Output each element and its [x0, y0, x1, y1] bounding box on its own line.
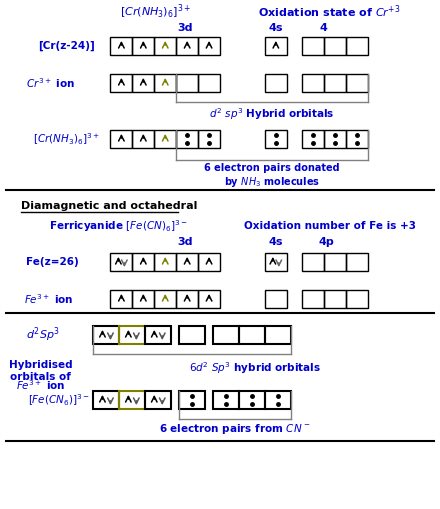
- Bar: [132, 253, 154, 271]
- Bar: [324, 253, 345, 271]
- Bar: [302, 130, 324, 148]
- Bar: [324, 37, 345, 55]
- Bar: [176, 253, 198, 271]
- Bar: [119, 391, 145, 409]
- Bar: [110, 290, 132, 308]
- Bar: [213, 391, 239, 409]
- Bar: [239, 391, 265, 409]
- Text: 6 electron pairs donated
by $NH_3$ molecules: 6 electron pairs donated by $NH_3$ molec…: [204, 163, 340, 189]
- Bar: [93, 391, 119, 409]
- Bar: [93, 326, 119, 344]
- Bar: [154, 130, 176, 148]
- Text: $d^2\ sp^3$ Hybrid orbitals: $d^2\ sp^3$ Hybrid orbitals: [209, 106, 335, 122]
- Text: 4s: 4s: [268, 237, 283, 247]
- Text: $6d^2\ Sp^3$ hybrid orbitals: $6d^2\ Sp^3$ hybrid orbitals: [189, 360, 321, 376]
- Bar: [110, 253, 132, 271]
- Text: Oxidation state of $Cr^{+3}$: Oxidation state of $Cr^{+3}$: [258, 4, 401, 20]
- Text: Fe(z=26): Fe(z=26): [26, 257, 79, 267]
- Bar: [198, 130, 220, 148]
- Bar: [198, 74, 220, 92]
- Text: $Fe^{3+}$ ion: $Fe^{3+}$ ion: [24, 292, 73, 306]
- Bar: [345, 130, 367, 148]
- Text: $[Cr(NH_3)_6]^{3+}$: $[Cr(NH_3)_6]^{3+}$: [120, 3, 191, 21]
- Text: Hybridised
orbitals of: Hybridised orbitals of: [9, 360, 73, 382]
- Bar: [154, 37, 176, 55]
- Text: $[Fe(CN_6)]^{3-}$: $[Fe(CN_6)]^{3-}$: [28, 392, 89, 408]
- Bar: [132, 74, 154, 92]
- Text: $Cr^{3+}$ ion: $Cr^{3+}$ ion: [26, 76, 75, 90]
- Bar: [324, 74, 345, 92]
- Bar: [302, 290, 324, 308]
- Bar: [179, 326, 205, 344]
- Text: [Cr(z-24)]: [Cr(z-24)]: [38, 41, 95, 51]
- Bar: [345, 74, 367, 92]
- Bar: [110, 130, 132, 148]
- Text: $[Cr(NH_3)_6]^{3+}$: $[Cr(NH_3)_6]^{3+}$: [33, 131, 100, 147]
- Text: Oxidation number of Fe is +3: Oxidation number of Fe is +3: [244, 221, 416, 231]
- Bar: [324, 130, 345, 148]
- Bar: [302, 253, 324, 271]
- Bar: [132, 290, 154, 308]
- Bar: [176, 130, 198, 148]
- Bar: [302, 37, 324, 55]
- Text: Diamagnetic and octahedral: Diamagnetic and octahedral: [21, 201, 197, 211]
- Bar: [110, 37, 132, 55]
- Bar: [345, 253, 367, 271]
- Bar: [154, 290, 176, 308]
- Bar: [265, 130, 287, 148]
- Bar: [265, 290, 287, 308]
- Bar: [145, 326, 171, 344]
- Bar: [345, 290, 367, 308]
- Bar: [132, 130, 154, 148]
- Bar: [302, 74, 324, 92]
- Text: 3d: 3d: [177, 23, 193, 33]
- Text: $d^2Sp^3$: $d^2Sp^3$: [26, 326, 60, 344]
- Bar: [145, 391, 171, 409]
- Text: 4: 4: [320, 23, 328, 33]
- Text: 4s: 4s: [268, 23, 283, 33]
- Text: 4p: 4p: [319, 237, 334, 247]
- Bar: [119, 326, 145, 344]
- Bar: [198, 37, 220, 55]
- Bar: [154, 74, 176, 92]
- Text: 6 electron pairs from $CN^-$: 6 electron pairs from $CN^-$: [159, 422, 311, 436]
- Bar: [265, 391, 291, 409]
- Bar: [198, 253, 220, 271]
- Bar: [132, 37, 154, 55]
- Bar: [265, 74, 287, 92]
- Text: 3d: 3d: [177, 237, 193, 247]
- Bar: [265, 253, 287, 271]
- Bar: [154, 253, 176, 271]
- Bar: [198, 290, 220, 308]
- Bar: [176, 37, 198, 55]
- Text: Ferricyanide $[Fe(CN)_6]^{3-}$: Ferricyanide $[Fe(CN)_6]^{3-}$: [49, 218, 188, 234]
- Bar: [265, 37, 287, 55]
- Bar: [213, 326, 239, 344]
- Bar: [110, 74, 132, 92]
- Text: $Fe^{3+}$ ion: $Fe^{3+}$ ion: [16, 378, 66, 392]
- Bar: [239, 326, 265, 344]
- Bar: [345, 37, 367, 55]
- Bar: [176, 74, 198, 92]
- Bar: [176, 290, 198, 308]
- Bar: [324, 290, 345, 308]
- Bar: [265, 326, 291, 344]
- Bar: [179, 391, 205, 409]
